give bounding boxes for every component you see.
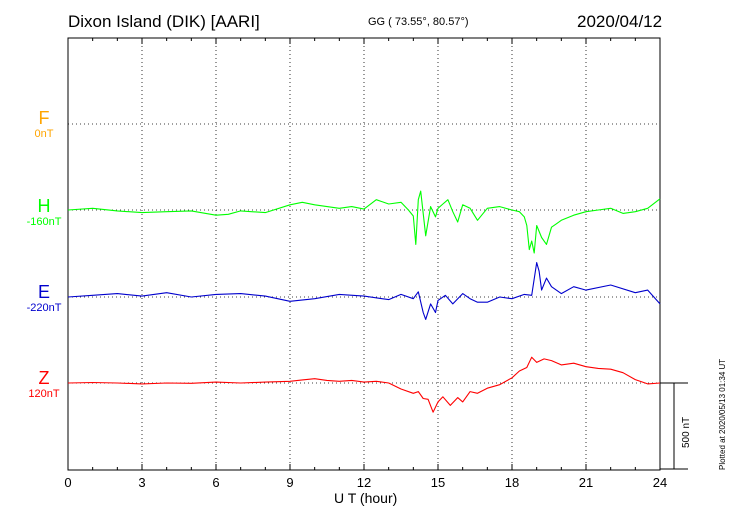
component-baseline-z: 120nT [28,388,60,400]
series-line-e [67,262,661,320]
scale-bar-label: 500 nT [681,416,692,448]
component-baseline-h: -160nT [26,216,62,228]
x-tick-label: 0 [64,475,71,490]
series-line-z [67,356,661,413]
component-name-e: E [37,282,50,302]
component-label-z: Z 120nT [14,368,74,401]
x-tick-label: 18 [505,475,519,490]
component-label-e: E -220nT [14,282,74,315]
x-tick-label: 3 [138,475,145,490]
component-label-f: F 0nT [14,108,74,141]
station-title: Dixon Island (DIK) [AARI] [68,12,260,31]
series-line-h [67,190,661,254]
plot-date: 2020/04/12 [577,12,663,31]
x-axis-label: U T (hour) [334,490,398,506]
x-tick-label: 15 [431,475,445,490]
component-baseline-f: 0nT [34,128,54,140]
station-coordinates: GG ( 73.55°, 80.57°) [368,16,469,28]
component-name-f: F [38,108,50,128]
component-label-h: H -160nT [14,196,74,229]
x-tick-label: 6 [212,475,219,490]
component-name-z: Z [38,368,50,388]
component-name-h: H [37,196,51,216]
x-tick-label: 12 [357,475,371,490]
x-tick-label: 21 [579,475,593,490]
x-tick-label: 9 [286,475,293,490]
component-baseline-e: -220nT [26,302,62,314]
x-tick-label: 24 [653,475,667,490]
plotted-timestamp: Plotted at 2020/05/13 01:34 UT [718,358,727,470]
